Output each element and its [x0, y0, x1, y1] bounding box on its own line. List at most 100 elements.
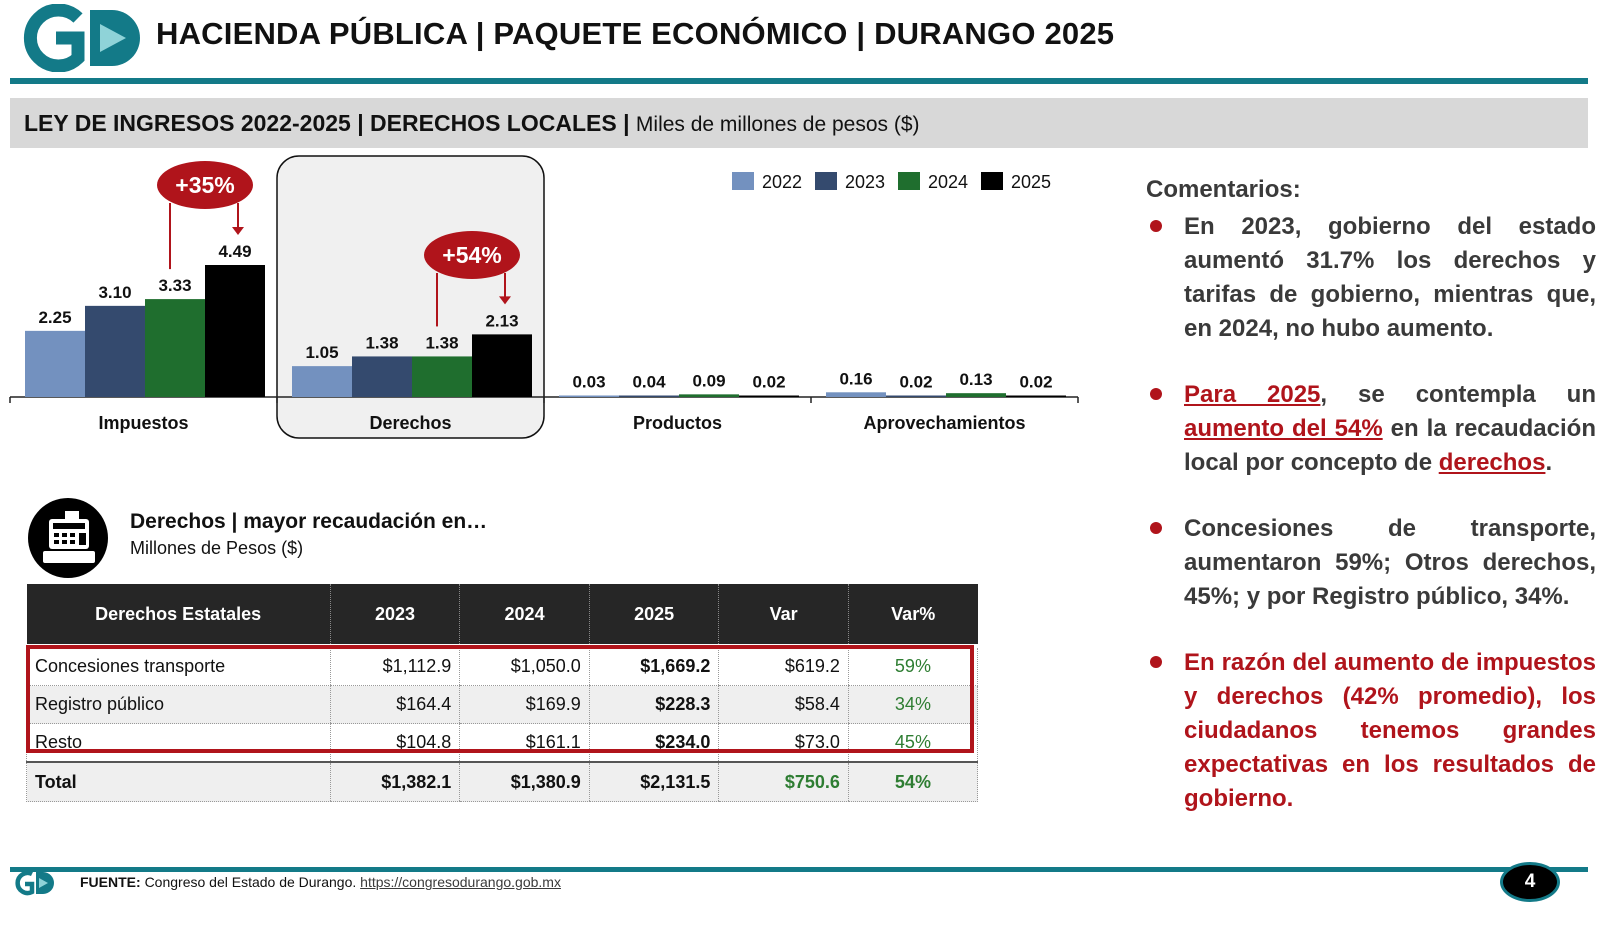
cell-2023: $164.4 — [329, 685, 460, 724]
table-header-row: Derechos Estatales 2023 2024 2025 Var Va… — [26, 584, 978, 644]
bar-2022-derechos — [292, 366, 352, 397]
callout-text: +35% — [175, 172, 234, 198]
comment-text-part: , se contempla un — [1320, 381, 1596, 408]
col-header: 2024 — [459, 584, 590, 644]
legend-swatch — [898, 172, 920, 190]
gd-logo-small — [15, 870, 54, 896]
data-label: 0.02 — [752, 373, 785, 392]
category-label: Aprovechamientos — [863, 413, 1025, 433]
legend-label: 2025 — [1011, 172, 1051, 192]
data-label: 0.02 — [899, 373, 932, 392]
data-label: 3.33 — [158, 276, 191, 295]
bar-2022-impuestos — [25, 330, 85, 397]
comment-highlight: Para 2025 — [1184, 381, 1321, 408]
bar-2024-derechos — [412, 356, 472, 397]
comment-text: En razón del aumento de impuestos y dere… — [1184, 649, 1596, 812]
data-label: 0.09 — [692, 371, 725, 390]
section-header: LEY DE INGRESOS 2022-2025 | DERECHOS LOC… — [10, 98, 1588, 148]
footer-divider — [10, 867, 1588, 872]
cell-2024: $161.1 — [459, 723, 590, 763]
bar-2024-aprovechamientos — [946, 393, 1006, 397]
comment-item: Concesiones de transporte, aumentaron 59… — [1146, 512, 1596, 614]
section-units: Miles de millones de pesos ($) — [635, 113, 920, 136]
col-header: Var — [718, 584, 849, 644]
cell-2025: $1,669.2 — [588, 648, 719, 686]
cell-var: $58.4 — [718, 685, 849, 724]
table-subtitle: Millones de Pesos ($) — [130, 538, 304, 558]
row-label: Resto — [26, 723, 331, 763]
page-number-badge: 4 — [1500, 862, 1560, 902]
cell-2024: $169.9 — [459, 685, 590, 724]
row-label: Registro público — [26, 685, 331, 724]
data-label: 1.38 — [425, 333, 458, 352]
section-title-text: LEY DE INGRESOS 2022-2025 | DERECHOS LOC… — [24, 110, 630, 136]
data-label: 0.04 — [632, 373, 666, 392]
cell-var-pct: 45% — [847, 723, 979, 763]
bar-2024-productos — [679, 394, 739, 397]
cell-2023: $1,382.1 — [329, 761, 460, 802]
cell-2024: $1,380.9 — [459, 761, 590, 802]
table-row: Registro público $164.4 $169.9 $228.3 $5… — [26, 685, 979, 724]
cell-2025: $234.0 — [588, 723, 719, 763]
bar-2023-impuestos — [85, 305, 145, 397]
row-label: Concesiones transporte — [26, 648, 331, 686]
cell-var: $619.2 — [718, 648, 849, 686]
legend-swatch — [732, 172, 754, 190]
legend-label: 2024 — [928, 172, 968, 192]
comment-item: Para 2025, se contempla un aumento del 5… — [1146, 378, 1596, 480]
comment-highlight: aumento del 54% — [1184, 415, 1383, 442]
cell-var-pct: 54% — [847, 761, 979, 802]
section-title: LEY DE INGRESOS 2022-2025 | DERECHOS LOC… — [24, 110, 920, 137]
comments-title: Comentarios: — [1146, 176, 1301, 203]
source-link[interactable]: https://congresodurango.gob.mx — [360, 874, 561, 890]
cash-register-icon — [28, 498, 108, 578]
callout-text: +54% — [442, 242, 501, 268]
comment-text-part: en la recaudación local por concepto de — [1184, 415, 1596, 476]
legend-label: 2022 — [762, 172, 802, 192]
table-row: Resto $104.8 $161.1 $234.0 $73.0 45% — [26, 723, 979, 763]
comments-panel: Comentarios: En 2023, gobierno del estad… — [1146, 176, 1596, 848]
header-divider — [10, 78, 1588, 84]
bullet-icon — [1150, 522, 1162, 534]
cell-var: $750.6 — [718, 761, 849, 802]
data-label: 2.13 — [485, 311, 518, 330]
bar-2025-derechos — [472, 334, 532, 397]
cell-2025: $228.3 — [588, 685, 719, 724]
col-header: Var% — [847, 584, 978, 644]
col-header: Derechos Estatales — [26, 584, 331, 644]
comment-text: Concesiones de transporte, aumentaron 59… — [1184, 515, 1596, 610]
bullet-icon — [1150, 220, 1162, 232]
comment-highlight: derechos — [1438, 449, 1546, 476]
data-label: 2.25 — [38, 308, 71, 327]
comment-text-part: . — [1545, 449, 1553, 476]
cell-2023: $104.8 — [329, 723, 460, 763]
bullet-icon — [1150, 656, 1162, 668]
data-label: 0.03 — [572, 373, 605, 392]
data-label: 1.05 — [305, 343, 338, 362]
comment-item: En razón del aumento de impuestos y dere… — [1146, 646, 1596, 816]
cell-var-pct: 59% — [847, 648, 979, 686]
bullet-icon — [1150, 388, 1162, 400]
data-label: 4.49 — [218, 242, 251, 261]
cell-2023: $1,112.9 — [329, 648, 460, 686]
comment-text: En 2023, gobierno del estado aumentó 31.… — [1184, 213, 1596, 342]
callout-arrowhead — [499, 296, 511, 305]
callout-bubble — [157, 161, 253, 209]
source-label: FUENTE: — [80, 874, 141, 890]
data-label: 1.38 — [365, 333, 398, 352]
legend-label: 2023 — [845, 172, 885, 192]
category-label: Productos — [633, 413, 722, 433]
col-header: 2025 — [588, 584, 719, 644]
category-label: Derechos — [369, 413, 451, 433]
footer-source: FUENTE: Congreso del Estado de Durango. … — [80, 874, 561, 890]
page-title: HACIENDA PÚBLICA | PAQUETE ECONÓMICO | D… — [156, 16, 1115, 51]
bar-2025-productos — [739, 395, 799, 397]
gd-logo — [23, 4, 140, 72]
bar-2022-productos — [559, 395, 619, 397]
bar-2023-productos — [619, 395, 679, 397]
data-label: 0.13 — [959, 370, 992, 389]
bar-2022-aprovechamientos — [826, 392, 886, 397]
table-title: Derechos | mayor recaudación en… — [130, 510, 488, 533]
legend-swatch — [815, 172, 837, 190]
data-label: 0.02 — [1019, 373, 1052, 392]
